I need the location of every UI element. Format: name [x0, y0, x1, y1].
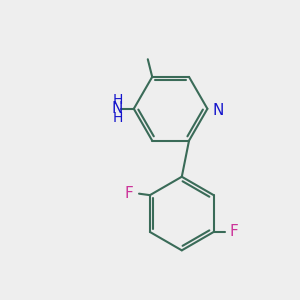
Text: N: N	[213, 103, 224, 118]
Text: N: N	[112, 101, 123, 116]
Text: F: F	[125, 186, 134, 201]
Text: F: F	[230, 224, 239, 239]
Text: H: H	[112, 111, 123, 124]
Text: H: H	[112, 93, 123, 107]
